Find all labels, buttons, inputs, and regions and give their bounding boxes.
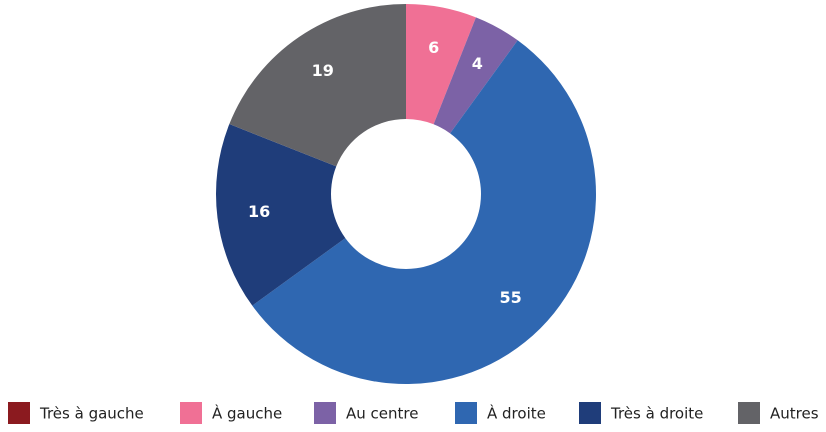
legend-swatch bbox=[738, 402, 760, 424]
legend-label: À gauche bbox=[212, 404, 282, 423]
legend-swatch bbox=[314, 402, 336, 424]
legend-label: Très à droite bbox=[610, 405, 703, 423]
legend-label: Autres bbox=[770, 405, 819, 423]
slice bbox=[252, 40, 596, 384]
slice bbox=[229, 4, 406, 167]
slice bbox=[406, 4, 476, 125]
legend-label: Très à gauche bbox=[39, 405, 144, 423]
data-label: 6 bbox=[428, 38, 439, 57]
slice bbox=[216, 124, 346, 306]
legend-label: À droite bbox=[487, 404, 546, 423]
legend-swatch bbox=[180, 402, 202, 424]
data-label: 55 bbox=[500, 288, 522, 307]
data-label: 16 bbox=[248, 202, 270, 221]
data-label: 4 bbox=[472, 54, 483, 73]
legend-label: Au centre bbox=[346, 405, 418, 423]
legend-swatch bbox=[455, 402, 477, 424]
data-label: 19 bbox=[312, 61, 334, 80]
legend-swatch bbox=[579, 402, 601, 424]
legend-swatch bbox=[8, 402, 30, 424]
slice bbox=[433, 17, 518, 134]
